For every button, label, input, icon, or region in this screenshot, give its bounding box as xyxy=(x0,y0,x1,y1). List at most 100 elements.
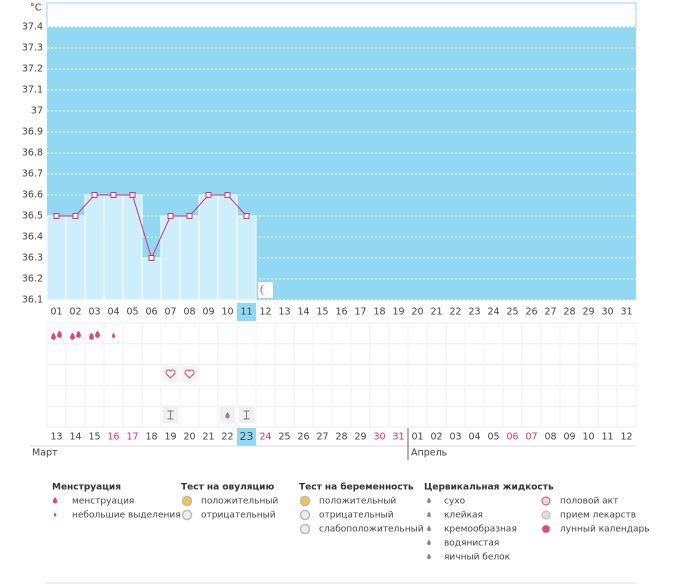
cycle-date: 24 xyxy=(259,432,271,443)
cycle-date: 17 xyxy=(126,432,138,443)
cycle-date: 06 xyxy=(506,432,518,443)
bar xyxy=(160,215,181,301)
cycle-date: 03 xyxy=(449,432,461,443)
x-tick-label: 12 xyxy=(259,307,271,318)
sticky-icon xyxy=(167,410,174,420)
y-tick-label: 37.4 xyxy=(22,22,43,33)
cycle-date: 26 xyxy=(297,432,309,443)
selected-day xyxy=(237,303,256,321)
drop-icon xyxy=(51,332,56,340)
drop-icon xyxy=(52,497,58,504)
cycle-date: 20 xyxy=(183,432,195,443)
cycle-date: 14 xyxy=(69,432,81,443)
x-tick-label: 27 xyxy=(544,307,556,318)
legend-item: слабоположительный xyxy=(319,525,424,535)
cycle-date: 05 xyxy=(487,432,499,443)
cycle-date: 13 xyxy=(50,432,62,443)
legend-icon xyxy=(541,496,551,506)
legend-icon xyxy=(541,510,551,520)
x-tick-label: 07 xyxy=(164,307,176,318)
x-tick-label: 22 xyxy=(449,307,461,318)
legend-title: Цервикальная жидкость xyxy=(424,483,554,493)
legend-item: небольшие выделения xyxy=(72,511,181,521)
drop-icon xyxy=(111,333,116,338)
drop-icon xyxy=(57,330,62,338)
cycle-date: 22 xyxy=(221,432,233,443)
moon-icon xyxy=(260,284,267,296)
heart-icon xyxy=(165,369,176,379)
x-tick-label: 14 xyxy=(297,307,309,318)
icon-box xyxy=(163,366,178,382)
cycle-date: 16 xyxy=(107,432,119,443)
legend-item: кремообразная xyxy=(444,525,517,535)
point xyxy=(53,213,60,219)
x-tick-label: 09 xyxy=(202,307,214,318)
cycle-date: 31 xyxy=(392,432,404,443)
y-tick-label: 36.3 xyxy=(22,253,43,264)
x-tick-label: 25 xyxy=(506,307,518,318)
legend-item: яичный белок xyxy=(444,553,511,563)
x-tick-label: 03 xyxy=(88,307,100,318)
x-tick-label: 08 xyxy=(183,307,195,318)
cycle-date: 15 xyxy=(88,432,100,443)
x-tick-label: 04 xyxy=(107,307,119,318)
cycle-date: 09 xyxy=(563,432,575,443)
point xyxy=(224,192,231,198)
point xyxy=(243,213,250,219)
x-tick-label: 17 xyxy=(354,307,366,318)
point xyxy=(72,213,79,219)
drop-icon xyxy=(427,553,431,560)
y-tick-label: 37.1 xyxy=(22,85,43,96)
drop-icon xyxy=(427,525,431,532)
bar xyxy=(236,215,257,301)
drop-icon xyxy=(427,539,431,546)
selected-day xyxy=(237,428,256,446)
cycle-date: 04 xyxy=(468,432,480,443)
bar xyxy=(198,194,219,301)
y-tick-label: 36.7 xyxy=(22,169,43,180)
cycle-date: 29 xyxy=(354,432,366,443)
legend-item: отрицательный xyxy=(201,511,276,521)
bar xyxy=(179,215,200,301)
legend-icon xyxy=(541,524,551,534)
y-tick-label: 37 xyxy=(31,106,43,117)
cycle-date: 02 xyxy=(430,432,442,443)
y-tick-label: 36.6 xyxy=(22,190,43,201)
x-tick-label: 21 xyxy=(430,307,442,318)
x-tick-label: 26 xyxy=(525,307,537,318)
plot-area xyxy=(47,27,636,300)
point xyxy=(91,192,98,198)
drop-icon xyxy=(95,330,100,338)
legend-title: Тест на овуляцию xyxy=(181,483,274,493)
icon-box xyxy=(182,366,197,382)
legend-title: Тест на беременность xyxy=(299,482,414,493)
x-tick-label: 11 xyxy=(240,307,252,318)
y-tick-label: 36.1 xyxy=(22,295,43,306)
x-tick-label: 20 xyxy=(411,307,423,318)
y-tick-label: 36.5 xyxy=(22,211,43,222)
legend-item: половой акт xyxy=(560,497,618,507)
bar xyxy=(103,194,124,301)
x-tick-label: 01 xyxy=(50,307,62,318)
cycle-date: 30 xyxy=(373,432,385,443)
drop-icon xyxy=(53,512,57,517)
x-tick-label: 23 xyxy=(468,307,480,318)
cycle-date: 11 xyxy=(601,432,613,443)
x-tick-label: 31 xyxy=(620,307,632,318)
y-tick-label: 36.9 xyxy=(22,127,43,138)
cycle-date: 27 xyxy=(316,432,328,443)
legend-item: клейкая xyxy=(444,511,483,521)
x-tick-label: 29 xyxy=(582,307,594,318)
y-tick-label: 37.3 xyxy=(22,43,43,54)
x-tick-label: 13 xyxy=(278,307,290,318)
x-tick-label: 30 xyxy=(601,307,613,318)
bar xyxy=(65,215,86,301)
point xyxy=(186,213,193,219)
legend-icon xyxy=(299,509,311,521)
x-tick-label: 18 xyxy=(373,307,385,318)
bar xyxy=(141,257,162,301)
cycle-date: 08 xyxy=(544,432,556,443)
legend-item: отрицательный xyxy=(319,511,394,521)
month-label: Апрель xyxy=(411,448,448,459)
